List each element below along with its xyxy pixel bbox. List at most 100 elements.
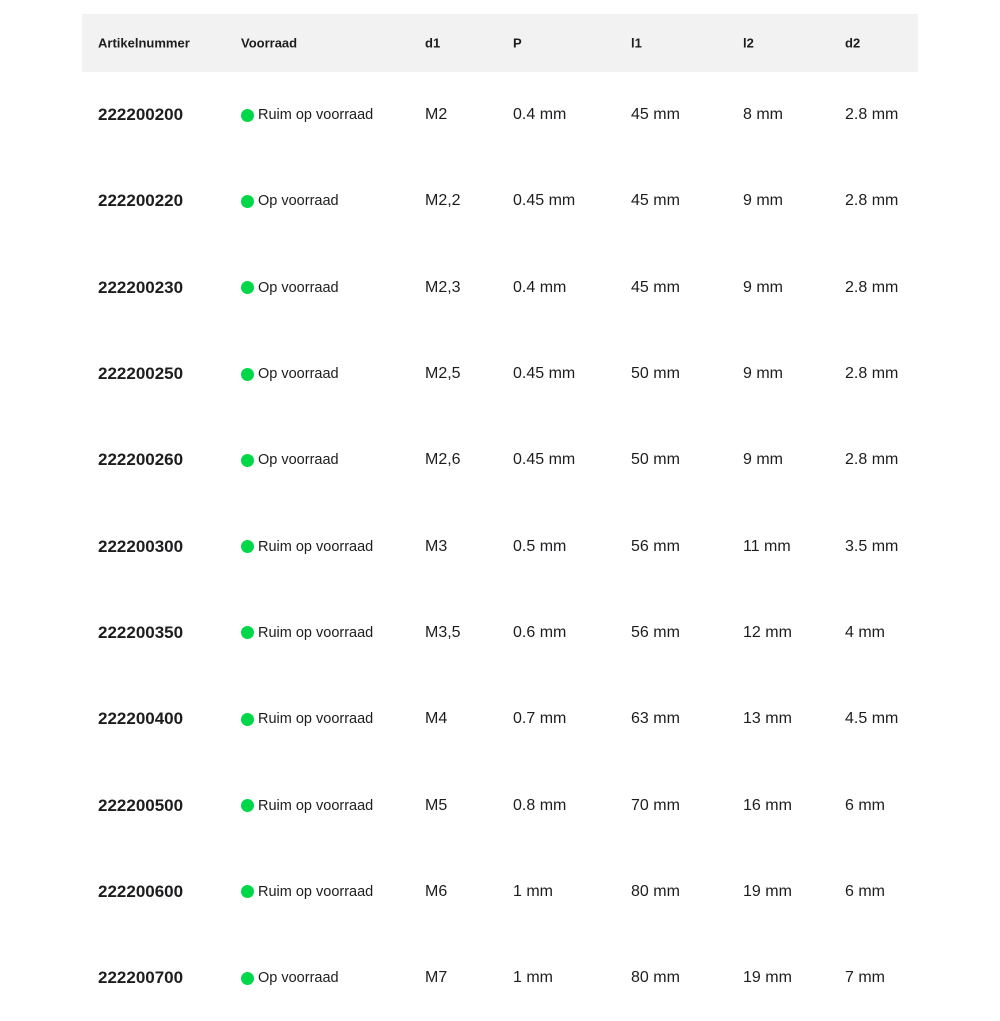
table-row[interactable]: 222200700 Op voorraad M7 1 mm 80 mm 19 mm 7 mm	[82, 935, 918, 1021]
p-value: 0.8 mm	[513, 796, 567, 814]
stock-label: Ruim op voorraad	[258, 797, 374, 814]
p-value: 0.45 mm	[513, 365, 576, 383]
table-row[interactable]: 222200500 Ruim op voorraad M5 0.8 mm 70 mm 16…	[82, 762, 918, 848]
stock-indicator-icon	[241, 626, 254, 640]
d2-value: 4.5 mm	[845, 710, 899, 728]
l1-value: 56 mm	[631, 537, 680, 555]
d2-value: 2.8 mm	[845, 451, 899, 469]
l1-value: 45 mm	[631, 192, 680, 210]
table-row[interactable]: 222200200 Ruim op voorraad M2 0.4 mm 45 mm 8 …	[82, 72, 918, 158]
stock-label: Op voorraad	[258, 279, 339, 296]
stock-label: Op voorraad	[258, 452, 339, 469]
stock-indicator-icon	[241, 712, 254, 726]
stock-status: Ruim op voorraad	[241, 711, 373, 727]
d2-value: 2.8 mm	[845, 106, 899, 124]
article-number[interactable]: 222200300	[98, 536, 184, 556]
article-number[interactable]: 222200500	[98, 795, 184, 815]
table-body: 222200200 Ruim op voorraad M2 0.4 mm 45 mm 8 …	[82, 72, 918, 1021]
table-row[interactable]: 222200220 Op voorraad M2,2 0.45 mm 45 mm 9 mm…	[82, 158, 918, 244]
stock-label: Ruim op voorraad	[258, 883, 374, 900]
article-number[interactable]: 222200350	[98, 622, 184, 642]
l1-value: 63 mm	[631, 710, 680, 728]
d2-value: 7 mm	[845, 969, 885, 987]
header-l2[interactable]: l2	[743, 35, 754, 51]
d1-value: M2	[425, 106, 448, 124]
table-row[interactable]: 222200600 Ruim op voorraad M6 1 mm 80 mm 19 m…	[82, 849, 918, 935]
stock-status: Ruim op voorraad	[241, 539, 373, 555]
l2-value: 19 mm	[743, 882, 792, 900]
stock-label: Op voorraad	[258, 970, 339, 987]
article-number[interactable]: 222200400	[98, 709, 184, 729]
article-number[interactable]: 222200220	[98, 191, 184, 211]
l2-value: 8 mm	[743, 106, 783, 124]
d1-value: M4	[425, 710, 448, 728]
stock-indicator-icon	[241, 540, 254, 554]
stock-label: Ruim op voorraad	[258, 711, 374, 728]
stock-indicator-icon	[241, 885, 254, 899]
l1-value: 45 mm	[631, 278, 680, 296]
l2-value: 19 mm	[743, 969, 792, 987]
stock-label: Ruim op voorraad	[258, 624, 374, 641]
p-value: 0.45 mm	[513, 451, 576, 469]
d1-value: M2,6	[425, 451, 461, 469]
d2-value: 3.5 mm	[845, 537, 899, 555]
table-row[interactable]: 222200260 Op voorraad M2,6 0.45 mm 50 mm 9 mm…	[82, 417, 918, 503]
d2-value: 4 mm	[845, 623, 885, 641]
stock-label: Ruim op voorraad	[258, 538, 374, 555]
p-value: 0.4 mm	[513, 278, 567, 296]
p-value: 1 mm	[513, 969, 553, 987]
header-p[interactable]: P	[513, 35, 522, 51]
stock-status: Ruim op voorraad	[241, 798, 373, 814]
l1-value: 50 mm	[631, 451, 680, 469]
l2-value: 13 mm	[743, 710, 792, 728]
stock-status: Op voorraad	[241, 280, 339, 296]
d2-value: 6 mm	[845, 796, 885, 814]
l1-value: 70 mm	[631, 796, 680, 814]
l1-value: 56 mm	[631, 623, 680, 641]
article-number[interactable]: 222200260	[98, 450, 184, 470]
stock-status: Ruim op voorraad	[241, 884, 373, 900]
l1-value: 80 mm	[631, 969, 680, 987]
stock-label: Op voorraad	[258, 193, 339, 210]
table-row[interactable]: 222200400 Ruim op voorraad M4 0.7 mm 63 mm 13…	[82, 676, 918, 762]
article-number[interactable]: 222200700	[98, 968, 184, 988]
l2-value: 16 mm	[743, 796, 792, 814]
d2-value: 6 mm	[845, 882, 885, 900]
table-row[interactable]: 222200250 Op voorraad M2,5 0.45 mm 50 mm 9 mm…	[82, 331, 918, 417]
header-voorraad[interactable]: Voorraad	[241, 35, 298, 51]
header-l1[interactable]: l1	[631, 35, 642, 51]
l2-value: 9 mm	[743, 365, 783, 383]
stock-label: Op voorraad	[258, 366, 339, 383]
stock-indicator-icon	[241, 281, 254, 295]
d2-value: 2.8 mm	[845, 365, 899, 383]
l2-value: 11 mm	[743, 537, 791, 555]
d1-value: M5	[425, 796, 448, 814]
article-number[interactable]: 222200200	[98, 105, 184, 125]
stock-indicator-icon	[241, 799, 254, 813]
header-d2[interactable]: d2	[845, 35, 861, 51]
stock-status: Ruim op voorraad	[241, 107, 373, 123]
d1-value: M2,5	[425, 365, 461, 383]
stock-indicator-icon	[241, 971, 254, 985]
header-artikelnummer[interactable]: Artikelnummer	[98, 35, 190, 51]
l1-value: 45 mm	[631, 106, 680, 124]
stock-indicator-icon	[241, 108, 254, 122]
l2-value: 12 mm	[743, 623, 792, 641]
table-row[interactable]: 222200350 Ruim op voorraad M3,5 0.6 mm 56 mm…	[82, 590, 918, 676]
header-d1[interactable]: d1	[425, 35, 441, 51]
p-value: 0.6 mm	[513, 623, 567, 641]
article-number[interactable]: 222200230	[98, 277, 184, 297]
article-number[interactable]: 222200250	[98, 364, 184, 384]
d1-value: M6	[425, 882, 448, 900]
table-row[interactable]: 222200300 Ruim op voorraad M3 0.5 mm 56 mm 11…	[82, 503, 918, 589]
stock-status: Op voorraad	[241, 366, 339, 382]
l2-value: 9 mm	[743, 451, 783, 469]
stock-indicator-icon	[241, 453, 254, 467]
stock-status: Op voorraad	[241, 193, 339, 209]
p-value: 0.4 mm	[513, 106, 567, 124]
article-number[interactable]: 222200600	[98, 881, 184, 901]
l1-value: 80 mm	[631, 882, 680, 900]
stock-status: Op voorraad	[241, 970, 339, 986]
table-row[interactable]: 222200230 Op voorraad M2,3 0.4 mm 45 mm 9 mm 2…	[82, 245, 918, 331]
